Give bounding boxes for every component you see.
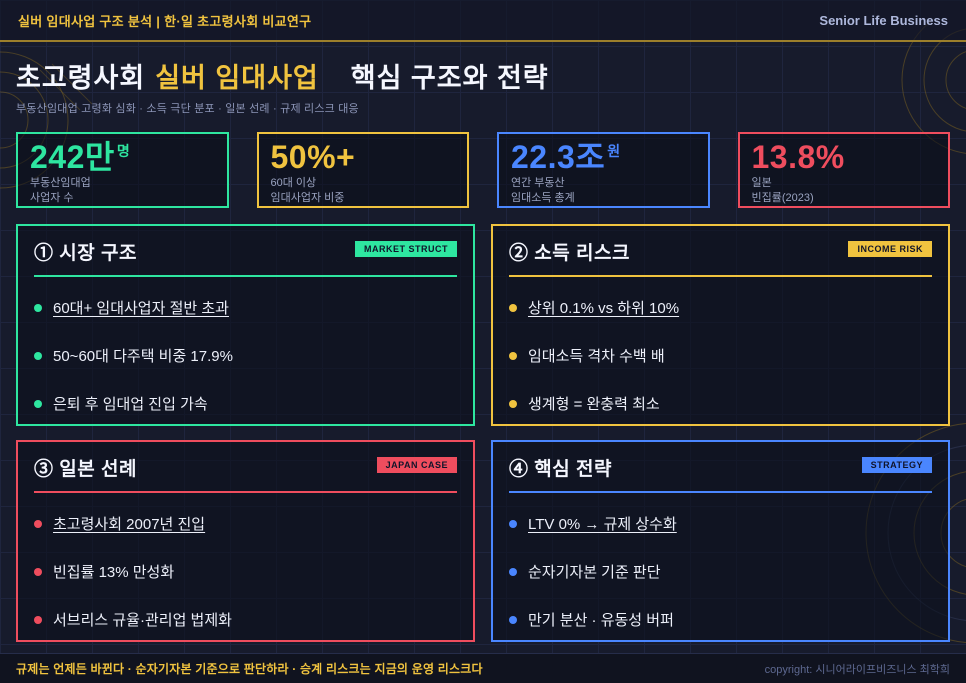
panel-badge: STRATEGY <box>861 457 932 473</box>
panel-badge: MARKET STRUCT <box>355 241 457 257</box>
stat-value: 13.8% <box>751 139 845 175</box>
stat-card-rental-income: 22.3조 원 연간 부동산 임대소득 총계 <box>497 132 710 208</box>
list-item: 빈집률 13% 만성화 <box>34 561 457 582</box>
list-item: 60대+ 임대사업자 절반 초과 <box>34 297 457 318</box>
bullet-dot <box>34 519 42 528</box>
title-part-1: 초고령사회 <box>16 63 146 93</box>
bullet-dot <box>34 399 42 408</box>
footer-message: 규제는 언제든 바뀐다 · 순자기자본 기준으로 판단하라 · 승계 리스크는 … <box>16 662 483 676</box>
panel-title: ② 소득 리스크 <box>509 243 630 264</box>
panel-header: ③ 일본 선례 JAPAN CASE <box>34 454 457 481</box>
stat-label: 연간 부동산 임대소득 총계 <box>511 176 575 205</box>
panel-divider <box>509 491 932 493</box>
stat-card-business-count: 242만 명 부동산임대업 사업자 수 <box>16 132 229 208</box>
list-item: 50~60대 다주택 비중 17.9% <box>34 345 457 366</box>
bullet-dot <box>509 303 517 312</box>
report-title: 실버 임대사업 구조 분석 | 한·일 초고령사회 비교연구 <box>18 13 312 29</box>
bullet-dot <box>509 399 517 408</box>
title-part-3: 핵심 구조와 전략 <box>350 63 549 93</box>
panel-title: ① 시장 구조 <box>34 243 137 264</box>
brand-label: Senior Life Business <box>819 12 948 28</box>
panels-grid: ① 시장 구조 MARKET STRUCT 60대+ 임대사업자 절반 초과 5… <box>0 208 966 642</box>
stat-value: 50%+ <box>270 139 356 175</box>
panel-badge: JAPAN CASE <box>376 457 457 473</box>
list-item: 초고령사회 2007년 진입 <box>34 513 457 534</box>
panel-japan-case: ③ 일본 선례 JAPAN CASE 초고령사회 2007년 진입 빈집률 13… <box>16 440 475 642</box>
bullet-dot <box>34 303 42 312</box>
list-item: 임대소득 격차 수백 배 <box>509 345 932 366</box>
bullet-dot <box>34 351 42 360</box>
stat-card-vacancy-rate: 13.8% 일본 빈집률(2023) <box>737 132 950 208</box>
panel-divider <box>34 491 457 493</box>
list-item: 상위 0.1% vs 하위 10% <box>509 297 932 318</box>
panel-header: ④ 핵심 전략 STRATEGY <box>509 454 932 481</box>
panel-title: ④ 핵심 전략 <box>509 459 612 480</box>
panel-income-risk: ② 소득 리스크 INCOME RISK 상위 0.1% vs 하위 10% 임… <box>491 224 950 426</box>
stat-value: 22.3조 원 <box>511 139 621 175</box>
bullet-dot <box>509 567 517 576</box>
stat-unit: 원 <box>607 143 621 160</box>
stat-label: 일본 빈집률(2023) <box>751 176 814 205</box>
bullet-dot <box>509 351 517 360</box>
bullet-dot <box>34 615 42 624</box>
stats-row: 242만 명 부동산임대업 사업자 수 50%+ 60대 이상 임대사업자 비중 22… <box>0 120 966 208</box>
list-item: LTV 0% → 규제 상수화 <box>509 513 932 534</box>
hero-section: 초고령사회 실버 임대사업 핵심 구조와 전략 부동산임대업 고령화 심화 · 소득… <box>0 42 966 120</box>
panel-badge: INCOME RISK <box>848 241 932 257</box>
footer-bar: 규제는 언제든 바뀐다 · 순자기자본 기준으로 판단하라 · 승계 리스크는 … <box>0 653 966 683</box>
page-subtitle: 부동산임대업 고령화 심화 · 소득 극단 분포 · 일본 선례 · 규제 리스… <box>16 103 359 115</box>
panel-core-strategy: ④ 핵심 전략 STRATEGY LTV 0% → 규제 상수화 순자기자본 기… <box>491 440 950 642</box>
bullet-dot <box>34 567 42 576</box>
bullet-dot <box>509 519 517 528</box>
list-item: 순자기자본 기준 판단 <box>509 561 932 582</box>
list-item: 서브리스 규율·관리업 법제화 <box>34 609 457 630</box>
bullet-dot <box>509 615 517 624</box>
stat-card-senior-ratio: 50%+ 60대 이상 임대사업자 비중 <box>256 132 469 208</box>
top-bar: 실버 임대사업 구조 분석 | 한·일 초고령사회 비교연구 Senior Li… <box>0 0 966 42</box>
page-title: 초고령사회 실버 임대사업 핵심 구조와 전략 <box>16 56 950 95</box>
footer-copyright: copyright: 시니어라이프비즈니스 최학희 <box>764 663 950 676</box>
title-part-2: 실버 임대사업 <box>155 63 319 93</box>
stat-label: 60대 이상 임대사업자 비중 <box>270 176 345 205</box>
panel-divider <box>509 275 932 277</box>
panel-divider <box>34 275 457 277</box>
list-item: 은퇴 후 임대업 진입 가속 <box>34 393 457 414</box>
list-item: 만기 분산 · 유동성 버퍼 <box>509 609 932 630</box>
stat-label: 부동산임대업 사업자 수 <box>30 176 91 205</box>
list-item: 생계형 = 완충력 최소 <box>509 393 932 414</box>
panel-header: ① 시장 구조 MARKET STRUCT <box>34 238 457 265</box>
panel-header: ② 소득 리스크 INCOME RISK <box>509 238 932 265</box>
panel-title: ③ 일본 선례 <box>34 459 137 480</box>
stat-unit: 명 <box>116 143 131 160</box>
panel-market-structure: ① 시장 구조 MARKET STRUCT 60대+ 임대사업자 절반 초과 5… <box>16 224 475 426</box>
stat-value: 242만 명 <box>30 139 131 175</box>
